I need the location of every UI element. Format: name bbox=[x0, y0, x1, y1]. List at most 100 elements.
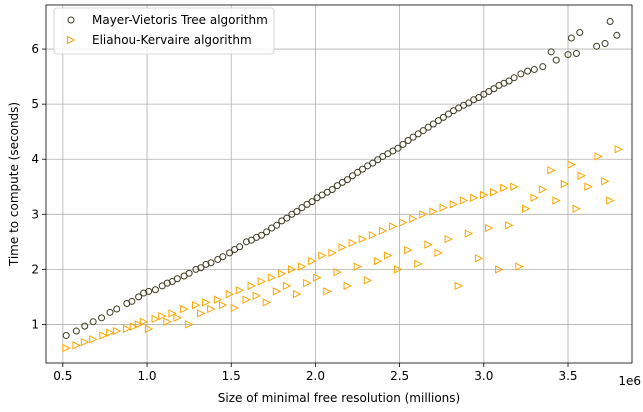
mayer-vietoris-point bbox=[258, 231, 266, 239]
eliahou-kervaire-point bbox=[163, 317, 172, 326]
eliahou-kervaire-point bbox=[505, 221, 514, 230]
x-tick-label: 2.5 bbox=[390, 369, 409, 383]
eliahou-kervaire-point bbox=[262, 298, 272, 307]
mayer-vietoris-point bbox=[333, 182, 341, 190]
mayer-vietoris-point bbox=[576, 29, 584, 37]
eliahou-kervaire-point bbox=[594, 152, 603, 161]
mayer-vietoris-point bbox=[414, 130, 422, 138]
eliahou-kervaire-point bbox=[218, 300, 228, 310]
eliahou-kervaire-point bbox=[399, 218, 408, 227]
eliahou-kervaire-point bbox=[293, 289, 302, 299]
legend-triangle-marker bbox=[67, 35, 76, 45]
mayer-vietoris-point bbox=[505, 77, 513, 85]
y-axis-ticks: 1 2 3 4 5 6 bbox=[31, 42, 46, 331]
mayer-vietoris-point bbox=[197, 264, 205, 272]
eliahou-kervaire-point bbox=[230, 303, 240, 313]
mayer-vietoris-point bbox=[151, 286, 159, 294]
mayer-vietoris-point bbox=[242, 238, 250, 246]
mayer-vietoris-point bbox=[409, 133, 417, 141]
eliahou-kervaire-point bbox=[522, 204, 531, 213]
eliahou-kervaire-point bbox=[122, 324, 132, 334]
eliahou-kervaire-point bbox=[99, 331, 108, 340]
mayer-vietoris-point bbox=[343, 176, 351, 184]
eliahou-kervaire-point bbox=[484, 223, 494, 233]
mayer-vietoris-point bbox=[145, 287, 153, 295]
eliahou-kervaire-point bbox=[247, 281, 256, 291]
eliahou-kervaire-point bbox=[106, 328, 115, 337]
eliahou-kervaire-point bbox=[202, 298, 211, 307]
eliahou-kervaire-point bbox=[601, 177, 610, 186]
mayer-vietoris-point bbox=[192, 265, 200, 273]
y-tick-label: 4 bbox=[31, 152, 39, 166]
mayer-vietoris-point bbox=[374, 156, 382, 164]
mayer-vietoris-point bbox=[510, 74, 518, 82]
eliahou-kervaire-point bbox=[213, 295, 223, 304]
eliahou-kervaire-point bbox=[313, 273, 322, 282]
eliahou-kervaire-point bbox=[500, 183, 509, 193]
x-tick-label: 3.5 bbox=[558, 369, 577, 383]
eliahou-kervaire-point bbox=[474, 254, 484, 263]
eliahou-kervaire-point bbox=[62, 343, 71, 353]
eliahou-kervaire-point bbox=[515, 262, 524, 271]
eliahou-kervaire-point bbox=[348, 238, 357, 248]
mayer-vietoris-point bbox=[517, 70, 525, 78]
mayer-vietoris-point bbox=[419, 127, 427, 135]
mayer-vietoris-point bbox=[226, 249, 234, 257]
mayer-vietoris-point bbox=[593, 42, 601, 50]
mayer-vietoris-point bbox=[219, 253, 227, 261]
mayer-vietoris-point bbox=[328, 186, 336, 194]
x-tick-label: 0.5 bbox=[53, 369, 72, 383]
x-axis-ticks: 0.5 1.0 1.5 2.0 2.5 3.0 3.5 bbox=[53, 363, 578, 383]
mayer-vietoris-point bbox=[202, 260, 210, 268]
eliahou-kervaire-point bbox=[577, 171, 587, 180]
eliahou-kervaire-point bbox=[318, 251, 327, 260]
eliahou-kervaire-point bbox=[80, 337, 90, 347]
x-tick-label: 3.0 bbox=[474, 369, 493, 383]
mayer-vietoris-point bbox=[444, 110, 452, 118]
mayer-vietoris-point bbox=[424, 123, 432, 131]
mayer-vietoris-point bbox=[140, 289, 148, 297]
mayer-vietoris-point bbox=[429, 120, 437, 128]
eliahou-kervaire-point bbox=[129, 322, 139, 331]
grid-lines bbox=[46, 5, 632, 363]
eliahou-kervaire-point bbox=[538, 185, 548, 194]
mayer-vietoris-point bbox=[572, 49, 580, 57]
eliahou-kervaire-point bbox=[180, 304, 189, 314]
x-tick-label: 2.0 bbox=[306, 369, 325, 383]
eliahou-kervaire-point bbox=[173, 313, 182, 323]
eliahou-kervaire-point bbox=[449, 200, 459, 209]
eliahou-kervaire-point bbox=[459, 196, 469, 205]
y-tick-label: 3 bbox=[31, 207, 39, 221]
eliahou-kervaire-point bbox=[303, 278, 312, 288]
eliahou-kervaire-point bbox=[323, 287, 332, 296]
mayer-vietoris-point bbox=[490, 85, 498, 93]
mayer-vietoris-point bbox=[98, 314, 106, 322]
mayer-vietoris-point bbox=[404, 136, 412, 144]
mayer-vietoris-point bbox=[236, 243, 244, 251]
eliahou-kervaire-point bbox=[383, 251, 393, 260]
eliahou-kervaire-point bbox=[490, 188, 499, 197]
eliahou-kervaire-point bbox=[308, 256, 317, 266]
eliahou-kervaire-point bbox=[424, 240, 433, 249]
mayer-vietoris-point bbox=[475, 94, 483, 102]
mayer-vietoris-point bbox=[439, 113, 447, 121]
mayer-vietoris-point bbox=[207, 259, 215, 267]
eliahou-kervaire-point bbox=[419, 210, 428, 219]
eliahou-kervaire-point bbox=[552, 196, 561, 205]
legend-circle-marker bbox=[67, 16, 75, 24]
eliahou-kervaire-point bbox=[277, 269, 287, 278]
eliahou-kervaire-point bbox=[404, 245, 413, 255]
mayer-vietoris-point bbox=[524, 67, 532, 75]
eliahou-kervaire-point bbox=[368, 231, 378, 240]
eliahou-kervaire-point bbox=[328, 248, 337, 258]
eliahou-kervaire-point bbox=[89, 335, 98, 344]
eliahou-kervaire-point bbox=[144, 324, 154, 334]
mayer-vietoris-point bbox=[567, 34, 575, 42]
eliahou-kervaire-point bbox=[112, 326, 122, 336]
mayer-vietoris-point bbox=[173, 275, 181, 283]
eliahou-kervaire-point bbox=[151, 314, 160, 324]
eliahou-kervaire-point bbox=[134, 320, 144, 329]
mayer-vietoris-point bbox=[465, 99, 473, 107]
mayer-vietoris-point bbox=[348, 172, 356, 180]
